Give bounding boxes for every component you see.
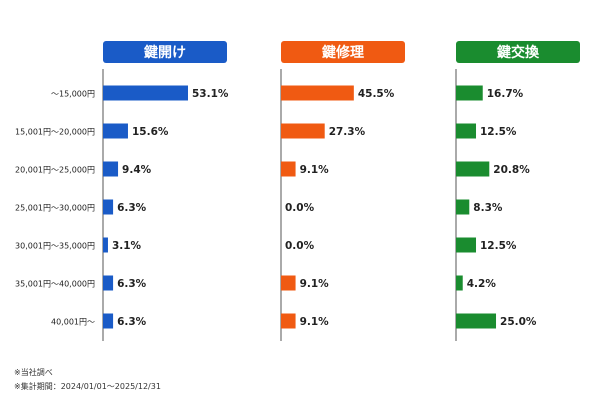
bar [103, 161, 119, 177]
series-header-1 [281, 41, 405, 63]
data-label: 6.3% [117, 316, 147, 328]
data-label: 25.0% [500, 316, 537, 328]
data-label: 6.3% [117, 202, 147, 214]
bar [456, 313, 497, 329]
bar [456, 161, 490, 177]
data-label: 3.1% [112, 240, 142, 252]
bar [281, 123, 325, 139]
bar [456, 123, 477, 139]
category-label: ～15,000円 [51, 90, 95, 99]
data-label: 9.1% [300, 316, 330, 328]
data-label: 20.8% [493, 164, 530, 176]
bar [281, 313, 296, 329]
price-distribution-chart: ～15,000円 15,001円～20,000円 20,001円～25,000円 25… [15, 41, 580, 341]
data-label: 0.0% [285, 202, 315, 214]
data-label: 53.1% [192, 88, 229, 100]
data-label: 15.6% [132, 126, 169, 138]
data-label: 45.5% [358, 88, 395, 100]
bar [456, 199, 470, 215]
period-note: ※集計期間：2024/01/01～2025/12/31 [14, 382, 161, 391]
series-header-2 [456, 41, 580, 63]
category-label: 30,001円～35,000円 [15, 242, 95, 251]
data-label: 9.4% [122, 164, 152, 176]
data-label: 9.1% [300, 278, 330, 290]
category-label: 20,001円～25,000円 [15, 166, 95, 175]
data-label: 0.0% [285, 240, 315, 252]
data-label: 9.1% [300, 164, 330, 176]
data-label: 6.3% [117, 278, 147, 290]
data-label: 27.3% [329, 126, 366, 138]
bar [103, 123, 128, 139]
category-label: 40,001円～ [51, 318, 95, 327]
bar [281, 161, 296, 177]
category-label: 35,001円～40,000円 [15, 280, 95, 289]
bar [456, 85, 483, 101]
data-label: 4.2% [467, 278, 497, 290]
bar [281, 275, 296, 291]
bar [456, 275, 463, 291]
data-label: 16.7% [487, 88, 524, 100]
series-header-label: 鍵修理 [322, 44, 364, 61]
bar [103, 275, 114, 291]
category-label: 25,001円～30,000円 [15, 204, 95, 213]
bar [103, 199, 114, 215]
source-note: ※当社調べ [14, 368, 53, 377]
data-label: 12.5% [480, 240, 517, 252]
bar [103, 313, 114, 329]
series-header-label: 鍵交換 [497, 44, 540, 61]
data-label: 8.3% [473, 202, 503, 214]
bar [103, 85, 188, 101]
series-header-0 [103, 41, 227, 63]
category-label: 15,001円～20,000円 [15, 128, 95, 137]
bar [103, 237, 108, 253]
bar [456, 237, 477, 253]
series-header-label: 鍵開け [144, 44, 186, 61]
bar [281, 85, 354, 101]
data-label: 12.5% [480, 126, 517, 138]
